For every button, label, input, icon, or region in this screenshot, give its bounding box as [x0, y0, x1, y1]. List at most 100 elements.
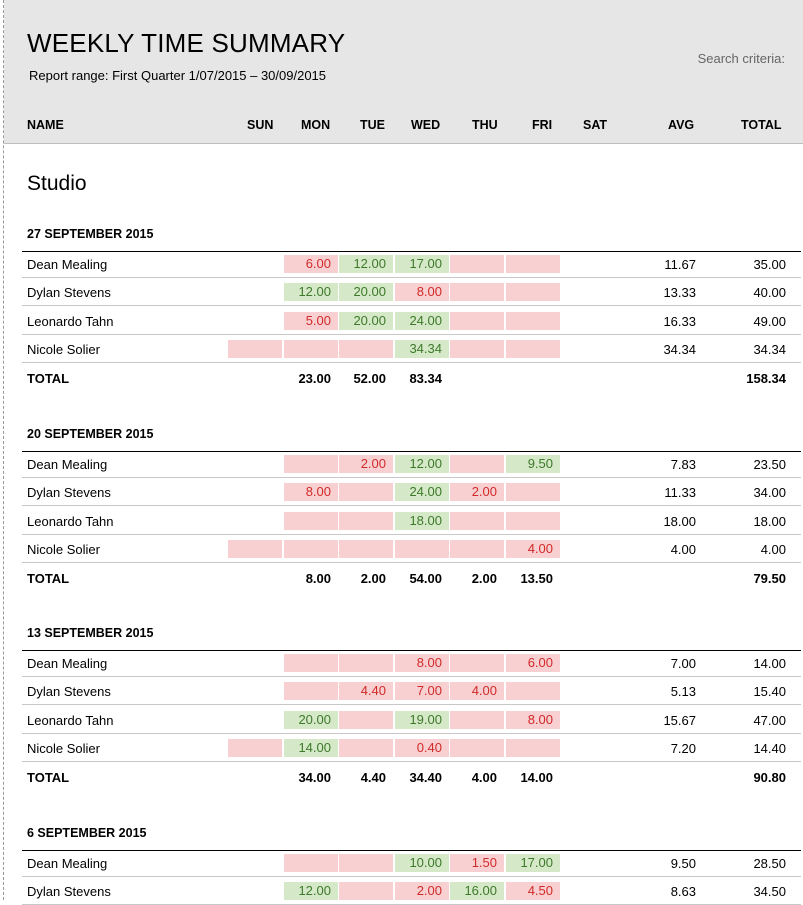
day-hours-cell: [339, 882, 393, 901]
week-divider: [22, 451, 801, 452]
day-hours-cell: 12.00: [395, 455, 449, 473]
day-hours-cell: [228, 340, 282, 359]
avg-value: 34.34: [663, 342, 696, 358]
search-criteria-label[interactable]: Search criteria:: [697, 51, 785, 66]
day-hours-cell: 24.00: [395, 311, 449, 330]
avg-value: 11.67: [664, 257, 696, 272]
day-hours-cell: 9.50: [506, 455, 560, 473]
total-value: 14.40: [753, 741, 786, 757]
employee-name: Dylan Stevens: [27, 485, 111, 501]
day-hours-cell: [450, 540, 504, 559]
total-label: TOTAL: [27, 769, 70, 785]
day-total: 54.00: [409, 570, 442, 586]
day-hours-cell: 6.00: [284, 255, 338, 273]
row-divider: [22, 533, 801, 535]
total-value: 28.50: [753, 856, 786, 871]
day-hours-cell: [284, 854, 338, 872]
day-hours-cell: [228, 739, 282, 758]
day-hours-cell: [339, 483, 393, 502]
day-hours-cell: 2.00: [450, 483, 504, 502]
employee-name: Dylan Stevens: [27, 684, 111, 700]
column-header-sun: SUN: [247, 118, 274, 132]
avg-value: 7.20: [670, 741, 696, 757]
avg-value: 4.00: [670, 542, 696, 558]
report-title: WEEKLY TIME SUMMARY: [27, 28, 346, 58]
day-hours-cell: 4.00: [506, 540, 560, 559]
column-headers: NAME SUN MON TUE WED THU FRI SAT AVG TOT…: [0, 118, 803, 136]
day-hours-cell: 12.00: [284, 283, 338, 302]
day-hours-cell: [284, 682, 338, 701]
day-hours-cell: [284, 455, 338, 473]
day-hours-cell: 4.50: [506, 882, 560, 901]
day-hours-cell: 14.00: [284, 739, 338, 758]
day-hours-cell: 19.00: [395, 710, 449, 729]
day-total: 83.34: [409, 370, 442, 386]
total-value: 34.50: [753, 884, 786, 900]
employee-name: Nicole Solier: [27, 342, 100, 358]
avg-value: 7.83: [670, 457, 696, 472]
report-header: [4, 0, 803, 144]
table-row: Dylan Stevens 12.00 20.00 8.00 13.33 40.00: [22, 278, 801, 307]
row-divider: [22, 876, 801, 877]
employee-name: Dylan Stevens: [27, 285, 111, 301]
row-divider: [22, 477, 801, 478]
week-label: 27 SEPTEMBER 2015: [27, 227, 154, 241]
table-row: Nicole Solier 14.00 0.40 7.20 14.40: [22, 734, 801, 763]
row-divider: [22, 704, 801, 706]
row-divider: [22, 505, 801, 507]
employee-name: Nicole Solier: [27, 741, 100, 757]
day-hours-cell: 5.00: [284, 311, 338, 330]
day-hours-cell: 12.00: [339, 255, 393, 273]
day-hours-cell: 4.00: [450, 682, 504, 701]
day-hours-cell: 12.00: [284, 882, 338, 901]
day-hours-cell: [339, 854, 393, 872]
table-row: Dean Mealing 6.00 12.00 17.00 11.67 35.00: [22, 250, 801, 278]
day-hours-cell: [506, 483, 560, 502]
day-hours-cell: [506, 340, 560, 359]
total-label: TOTAL: [27, 370, 70, 386]
day-hours-cell: [450, 511, 504, 530]
day-hours-cell: 4.40: [339, 682, 393, 701]
day-hours-cell: 7.00: [395, 682, 449, 701]
total-row: TOTAL 8.00 2.00 54.00 2.00 13.50 79.50: [22, 564, 801, 592]
grand-total: 158.34: [746, 370, 786, 386]
column-header-wed: WED: [411, 118, 441, 132]
day-hours-cell: [506, 255, 560, 273]
day-hours-cell: [450, 311, 504, 330]
employee-name: Dean Mealing: [27, 457, 108, 472]
total-row: TOTAL 23.00 52.00 83.34 158.34: [22, 364, 801, 392]
section-title: Studio: [27, 172, 87, 195]
row-divider: [22, 761, 801, 763]
day-hours-cell: [450, 710, 504, 729]
day-hours-cell: [339, 340, 393, 359]
row-divider: [22, 333, 801, 335]
row-divider: [22, 732, 801, 734]
day-hours-cell: [450, 739, 504, 758]
grand-total: 90.80: [753, 769, 786, 785]
grand-total: 79.50: [753, 570, 786, 586]
day-hours-cell: 8.00: [395, 283, 449, 302]
row-divider: [22, 305, 801, 307]
day-hours-cell: 20.00: [339, 311, 393, 330]
total-value: 35.00: [753, 257, 786, 272]
avg-value: 7.00: [670, 656, 696, 671]
day-hours-cell: 10.00: [395, 854, 449, 872]
day-hours-cell: 16.00: [450, 882, 504, 901]
day-hours-cell: [506, 682, 560, 701]
employee-name: Leonardo Tahn: [27, 712, 114, 728]
total-value: 34.00: [753, 485, 786, 501]
day-hours-cell: [506, 283, 560, 302]
day-total: 4.40: [360, 769, 386, 785]
avg-value: 18.00: [663, 513, 696, 529]
day-total: 4.00: [471, 769, 497, 785]
day-hours-cell: 8.00: [506, 710, 560, 729]
day-hours-cell: [506, 739, 560, 758]
employee-name: Leonardo Tahn: [27, 313, 114, 329]
employee-name: Nicole Solier: [27, 542, 100, 558]
employee-name: Leonardo Tahn: [27, 513, 114, 529]
day-hours-cell: 2.00: [339, 455, 393, 473]
day-hours-cell: 2.00: [395, 882, 449, 901]
day-hours-cell: [450, 283, 504, 302]
table-row: Leonardo Tahn 20.00 19.00 8.00 15.67 47.00: [22, 706, 801, 734]
day-hours-cell: 6.00: [506, 654, 560, 672]
